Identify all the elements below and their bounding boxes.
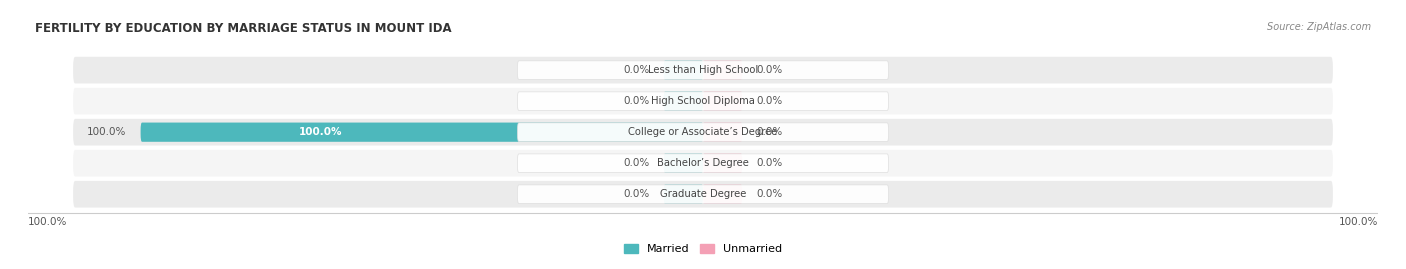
FancyBboxPatch shape bbox=[73, 119, 1333, 146]
Text: Bachelor’s Degree: Bachelor’s Degree bbox=[657, 158, 749, 168]
Text: 0.0%: 0.0% bbox=[623, 65, 650, 75]
FancyBboxPatch shape bbox=[703, 61, 742, 80]
Text: 0.0%: 0.0% bbox=[756, 65, 783, 75]
Text: 0.0%: 0.0% bbox=[623, 158, 650, 168]
FancyBboxPatch shape bbox=[73, 88, 1333, 115]
FancyBboxPatch shape bbox=[517, 154, 889, 172]
Text: 0.0%: 0.0% bbox=[756, 96, 783, 106]
Text: Less than High School: Less than High School bbox=[648, 65, 758, 75]
FancyBboxPatch shape bbox=[73, 150, 1333, 176]
Text: 0.0%: 0.0% bbox=[623, 189, 650, 199]
FancyBboxPatch shape bbox=[73, 181, 1333, 208]
Text: High School Diploma: High School Diploma bbox=[651, 96, 755, 106]
Text: FERTILITY BY EDUCATION BY MARRIAGE STATUS IN MOUNT IDA: FERTILITY BY EDUCATION BY MARRIAGE STATU… bbox=[35, 22, 451, 34]
Text: Graduate Degree: Graduate Degree bbox=[659, 189, 747, 199]
Text: 0.0%: 0.0% bbox=[623, 96, 650, 106]
FancyBboxPatch shape bbox=[517, 185, 889, 204]
Text: 100.0%: 100.0% bbox=[1339, 217, 1378, 228]
FancyBboxPatch shape bbox=[703, 123, 742, 142]
FancyBboxPatch shape bbox=[141, 123, 703, 142]
Text: 0.0%: 0.0% bbox=[756, 127, 783, 137]
Legend: Married, Unmarried: Married, Unmarried bbox=[620, 239, 786, 259]
Text: 0.0%: 0.0% bbox=[756, 158, 783, 168]
FancyBboxPatch shape bbox=[664, 61, 703, 80]
FancyBboxPatch shape bbox=[703, 185, 742, 204]
FancyBboxPatch shape bbox=[517, 123, 889, 141]
Text: Source: ZipAtlas.com: Source: ZipAtlas.com bbox=[1267, 22, 1371, 31]
FancyBboxPatch shape bbox=[703, 91, 742, 111]
FancyBboxPatch shape bbox=[664, 185, 703, 204]
FancyBboxPatch shape bbox=[517, 61, 889, 79]
Text: 100.0%: 100.0% bbox=[28, 217, 67, 228]
Text: 100.0%: 100.0% bbox=[87, 127, 127, 137]
Text: 0.0%: 0.0% bbox=[756, 189, 783, 199]
FancyBboxPatch shape bbox=[664, 154, 703, 173]
FancyBboxPatch shape bbox=[73, 57, 1333, 83]
Text: College or Associate’s Degree: College or Associate’s Degree bbox=[628, 127, 778, 137]
Text: 100.0%: 100.0% bbox=[299, 127, 342, 137]
FancyBboxPatch shape bbox=[664, 91, 703, 111]
FancyBboxPatch shape bbox=[517, 92, 889, 111]
FancyBboxPatch shape bbox=[703, 154, 742, 173]
